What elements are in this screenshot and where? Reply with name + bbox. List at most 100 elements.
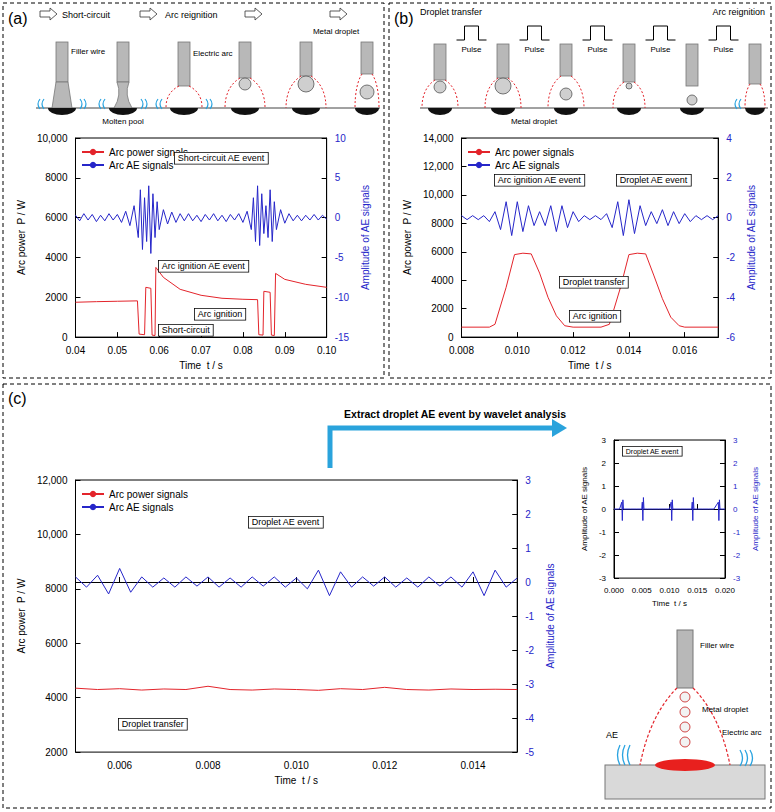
svg-text:Time t / s: Time t / s <box>179 360 223 371</box>
svg-text:0.010: 0.010 <box>284 760 309 771</box>
svg-text:Time t / s: Time t / s <box>568 360 612 371</box>
svg-text:-3: -3 <box>599 574 607 583</box>
svg-text:-3: -3 <box>733 574 741 583</box>
svg-text:4: 4 <box>726 133 732 144</box>
svg-text:0.008: 0.008 <box>195 760 220 771</box>
svg-text:Droplet AE event: Droplet AE event <box>626 448 679 456</box>
svg-text:Amplitude of AE signals: Amplitude of AE signals <box>360 185 371 290</box>
svg-text:-1: -1 <box>599 528 607 537</box>
svg-text:Droplet transfer: Droplet transfer <box>563 277 625 287</box>
svg-text:0.010: 0.010 <box>659 586 680 595</box>
svg-text:Time t / s: Time t / s <box>652 599 687 608</box>
svg-text:10,000: 10,000 <box>37 529 68 540</box>
svg-text:0.10: 0.10 <box>317 345 337 356</box>
svg-text:Metal droplet: Metal droplet <box>702 705 749 714</box>
svg-text:Amplitude of AE signals: Amplitude of AE signals <box>545 564 556 669</box>
svg-text:0.008: 0.008 <box>449 345 474 356</box>
svg-text:Arc ignition AE event: Arc ignition AE event <box>162 261 246 271</box>
svg-text:12,000: 12,000 <box>37 475 68 486</box>
svg-text:AE: AE <box>606 730 618 740</box>
svg-text:Electric arc: Electric arc <box>193 49 233 58</box>
svg-text:0: 0 <box>335 212 341 223</box>
svg-text:(a): (a) <box>8 10 28 27</box>
svg-text:Extract droplet AE event by wa: Extract droplet AE event by wavelet anal… <box>344 408 566 420</box>
svg-text:Droplet AE event: Droplet AE event <box>252 517 320 527</box>
svg-text:-2: -2 <box>726 252 735 263</box>
svg-text:Arc ignition AE event: Arc ignition AE event <box>498 175 582 185</box>
svg-text:0.07: 0.07 <box>191 345 211 356</box>
svg-text:0: 0 <box>62 332 68 343</box>
svg-text:0: 0 <box>448 332 454 343</box>
svg-text:Arc power P / W: Arc power P / W <box>402 200 413 275</box>
svg-text:Pulse: Pulse <box>650 45 671 54</box>
svg-text:10,000: 10,000 <box>423 189 454 200</box>
svg-text:0: 0 <box>602 505 607 514</box>
svg-text:Filler wire: Filler wire <box>71 47 106 56</box>
svg-text:0.006: 0.006 <box>107 760 132 771</box>
svg-text:0.020: 0.020 <box>715 586 736 595</box>
svg-text:Metal droplet: Metal droplet <box>313 27 360 36</box>
svg-text:Droplet AE event: Droplet AE event <box>620 175 688 185</box>
svg-text:8000: 8000 <box>45 583 68 594</box>
svg-text:Arc reignition: Arc reignition <box>712 7 765 17</box>
svg-text:0.012: 0.012 <box>372 760 397 771</box>
svg-text:0.010: 0.010 <box>505 345 530 356</box>
svg-text:0.005: 0.005 <box>632 586 653 595</box>
svg-text:(b): (b) <box>394 10 414 27</box>
svg-text:5: 5 <box>335 172 341 183</box>
svg-text:14,000: 14,000 <box>423 133 454 144</box>
svg-text:Pulse: Pulse <box>587 45 608 54</box>
svg-text:0: 0 <box>525 577 531 588</box>
svg-text:0.06: 0.06 <box>149 345 169 356</box>
svg-text:-1: -1 <box>733 528 741 537</box>
svg-text:Short-circuit AE event: Short-circuit AE event <box>178 153 265 163</box>
svg-text:6000: 6000 <box>431 246 454 257</box>
svg-text:-5: -5 <box>525 747 534 758</box>
svg-text:0.012: 0.012 <box>561 345 586 356</box>
svg-text:0.014: 0.014 <box>616 345 641 356</box>
svg-text:Arc AE signals: Arc AE signals <box>109 160 173 171</box>
svg-text:-6: -6 <box>726 332 735 343</box>
svg-text:10: 10 <box>335 133 347 144</box>
svg-text:8000: 8000 <box>431 218 454 229</box>
svg-text:Arc power signals: Arc power signals <box>495 147 574 158</box>
svg-text:2: 2 <box>602 459 607 468</box>
svg-text:0.04: 0.04 <box>66 345 86 356</box>
svg-text:-15: -15 <box>335 332 350 343</box>
svg-text:-4: -4 <box>525 713 534 724</box>
svg-text:10,000: 10,000 <box>37 133 68 144</box>
svg-text:-2: -2 <box>599 551 607 560</box>
svg-text:Time t / s: Time t / s <box>275 775 319 786</box>
svg-text:1: 1 <box>733 482 738 491</box>
svg-text:1: 1 <box>602 482 607 491</box>
svg-text:1: 1 <box>525 543 531 554</box>
svg-text:0: 0 <box>733 505 738 514</box>
svg-text:0.05: 0.05 <box>108 345 128 356</box>
svg-text:3: 3 <box>525 475 531 486</box>
svg-text:Filler wire: Filler wire <box>700 641 735 650</box>
svg-text:4000: 4000 <box>431 275 454 286</box>
svg-text:2: 2 <box>726 172 732 183</box>
svg-text:0.08: 0.08 <box>233 345 253 356</box>
svg-text:4000: 4000 <box>45 252 68 263</box>
svg-text:12,000: 12,000 <box>423 161 454 172</box>
svg-text:Arc AE signals: Arc AE signals <box>109 502 173 513</box>
svg-text:6000: 6000 <box>45 212 68 223</box>
svg-text:2: 2 <box>733 459 738 468</box>
svg-text:8000: 8000 <box>45 172 68 183</box>
svg-text:2000: 2000 <box>45 747 68 758</box>
svg-text:-3: -3 <box>525 679 534 690</box>
svg-text:Electric arc: Electric arc <box>722 728 762 737</box>
svg-text:Amplitude of AE signals: Amplitude of AE signals <box>746 185 757 290</box>
svg-text:0.015: 0.015 <box>687 586 708 595</box>
svg-text:-10: -10 <box>335 292 350 303</box>
svg-text:Arc AE signals: Arc AE signals <box>495 160 559 171</box>
svg-text:6000: 6000 <box>45 638 68 649</box>
svg-text:3: 3 <box>602 436 607 445</box>
svg-text:Pulse: Pulse <box>524 45 545 54</box>
svg-text:-4: -4 <box>726 292 735 303</box>
svg-text:Arc power signals: Arc power signals <box>109 489 188 500</box>
svg-text:Arc ignition: Arc ignition <box>198 309 243 319</box>
svg-text:2000: 2000 <box>431 303 454 314</box>
svg-text:-1: -1 <box>525 611 534 622</box>
